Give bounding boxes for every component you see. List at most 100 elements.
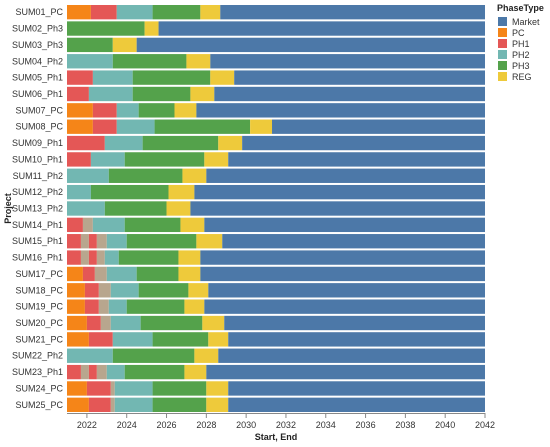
project-label: SUM06_Ph1	[12, 89, 63, 99]
project-row	[67, 135, 485, 151]
bar-segment-market	[234, 70, 485, 85]
bar-segment-market	[194, 184, 485, 200]
bar-segment-ph3	[152, 397, 207, 412]
bar-segment-pc	[67, 397, 89, 412]
project-row	[67, 299, 485, 314]
project-label: SUM24_PC	[15, 383, 63, 393]
project-label: SUM10_Ph1	[12, 154, 63, 164]
bar-segment-ph1	[86, 381, 111, 396]
bar-segment-reg	[218, 135, 243, 151]
bar-segment-ph2	[92, 217, 125, 233]
x-axis-title: Start, End	[255, 432, 298, 442]
bar-segment-ph1	[67, 70, 93, 85]
bar-segment-unlabeled	[110, 381, 115, 396]
project-row	[67, 54, 485, 69]
legend-swatch	[498, 28, 507, 37]
project-label: SUM22_Ph2	[12, 351, 63, 361]
project-row	[67, 364, 485, 380]
bar-segment-market	[228, 381, 486, 396]
bar-segment-ph1	[88, 332, 113, 347]
project-row	[67, 283, 485, 298]
bar-segment-ph2	[90, 152, 125, 167]
bar-segment-ph2	[110, 315, 141, 331]
legend-item-ph2: PH2	[498, 50, 530, 60]
project-row	[67, 119, 485, 134]
project-row	[67, 184, 485, 200]
bar-segment-reg	[166, 201, 191, 216]
x-tick-label: 2040	[435, 420, 455, 430]
legend-swatch	[498, 61, 507, 70]
project-row	[67, 86, 486, 102]
bar-segment-ph3	[67, 21, 145, 36]
bar-segment-ph3	[138, 103, 175, 118]
bar-segment-ph3	[154, 119, 251, 134]
bar-segment-market	[204, 299, 485, 314]
bar-segment-ph1	[84, 283, 99, 298]
project-axis-labels: SUM01_PC SUM02_Ph3 SUM03_Ph3 SUM04_Ph2 SUM05…	[12, 7, 64, 410]
bar-segment-reg	[196, 234, 223, 249]
bar-segment-reg	[190, 86, 215, 102]
bar-segment-reg	[194, 348, 219, 363]
bar-segment-ph2	[104, 135, 143, 151]
bar-segment-ph3	[67, 37, 113, 53]
bar-segment-pc	[67, 5, 91, 20]
project-row	[67, 103, 485, 118]
x-tick-label: 2038	[395, 420, 415, 430]
bar-segment-ph3	[124, 152, 205, 167]
bar-segment-ph3	[152, 5, 201, 20]
bar-segment-market	[220, 5, 485, 20]
bar-segment-ph1	[88, 364, 97, 380]
bar-segment-market	[228, 332, 486, 347]
bar-segment-ph1	[67, 364, 81, 380]
project-row	[67, 217, 485, 233]
bar-segment-ph2	[67, 54, 113, 69]
bar-segment-unlabeled	[110, 397, 115, 412]
bar-segment-reg	[168, 184, 195, 200]
legend-item-market: Market	[498, 17, 540, 27]
project-row	[67, 250, 486, 265]
bar-segment-reg	[184, 299, 205, 314]
bar-segment-reg	[178, 250, 201, 265]
bar-segment-pc	[67, 266, 83, 282]
bar-segment-unlabeled	[96, 234, 107, 249]
bar-segment-ph2	[116, 103, 139, 118]
project-label: SUM20_PC	[15, 318, 63, 328]
bar-segment-market	[224, 315, 485, 331]
bar-segment-pc	[67, 283, 85, 298]
project-row	[67, 315, 485, 331]
bar-segment-ph1	[88, 250, 97, 265]
project-label: SUM11_Ph2	[13, 171, 63, 181]
legend-label: PH3	[512, 61, 530, 71]
x-axis: 2022 2024 2026 2028 2030 2032 2034 2036 2038 2040…	[67, 413, 495, 430]
bar-segment-ph2	[67, 184, 91, 200]
bar-segment-ph2	[88, 86, 133, 102]
project-label: SUM03_Ph3	[12, 40, 63, 50]
bar-segment-pc	[67, 119, 93, 134]
x-tick-label: 2032	[276, 420, 296, 430]
bar-segment-ph3	[118, 250, 179, 265]
bar-segment-ph3	[136, 266, 179, 282]
bar-segment-reg	[210, 70, 235, 85]
project-label: SUM17_PC	[15, 269, 63, 279]
bar-segment-market	[210, 54, 485, 69]
project-label: SUM15_Ph1	[12, 236, 63, 246]
project-label: SUM16_Ph1	[12, 253, 63, 263]
project-label: SUM08_PC	[15, 122, 63, 132]
bar-segment-reg	[208, 332, 229, 347]
legend-swatch	[498, 50, 507, 59]
bar-segment-reg	[204, 152, 229, 167]
bar-segment-ph1	[67, 86, 89, 102]
bar-segment-reg	[182, 168, 207, 183]
bar-segment-market	[214, 86, 486, 102]
bar-segment-market	[208, 283, 485, 298]
project-row	[67, 21, 485, 36]
bar-segment-reg	[200, 5, 221, 20]
project-row	[67, 168, 485, 183]
bar-segment-market	[206, 168, 485, 183]
x-tick-label: 2028	[196, 420, 216, 430]
y-axis-title: Project	[3, 193, 13, 224]
bar-segment-market	[222, 234, 485, 249]
bar-segment-reg	[206, 381, 229, 396]
bar-segment-reg	[112, 37, 137, 53]
project-label: SUM12_Ph2	[12, 187, 63, 197]
